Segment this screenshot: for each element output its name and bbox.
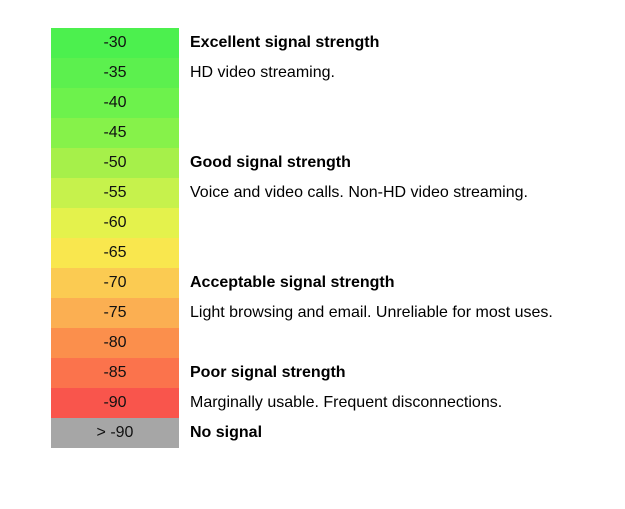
scale-cell: -35 [51,58,179,88]
spacer [190,118,620,148]
signal-strength-scale: -30 -35 -40 -45 -50 -55 -60 -65 -70 -75 … [51,28,179,448]
scale-cell: -90 [51,388,179,418]
good-title: Good signal strength [190,154,351,171]
acceptable-title: Acceptable signal strength [190,274,395,291]
poor-title: Poor signal strength [190,364,346,381]
spacer [190,328,620,358]
good-description: Voice and video calls. Non-HD video stre… [190,184,528,201]
scale-cell: -45 [51,118,179,148]
scale-cell: -60 [51,208,179,238]
scale-cell: -75 [51,298,179,328]
no-signal-title: No signal [190,424,263,441]
spacer [190,208,620,238]
scale-cell: -55 [51,178,179,208]
spacer [190,88,620,118]
signal-descriptions: Excellent signal strength HD video strea… [190,28,620,448]
scale-cell: -70 [51,268,179,298]
scale-cell: -30 [51,28,179,58]
poor-description: Marginally usable. Frequent disconnectio… [190,394,503,411]
acceptable-description: Light browsing and email. Unreliable for… [190,304,553,321]
scale-cell: -40 [51,88,179,118]
spacer [190,238,620,268]
scale-cell: > -90 [51,418,179,448]
excellent-description: HD video streaming. [190,64,335,81]
scale-cell: -85 [51,358,179,388]
excellent-title: Excellent signal strength [190,34,380,51]
scale-cell: -65 [51,238,179,268]
scale-cell: -80 [51,328,179,358]
scale-cell: -50 [51,148,179,178]
